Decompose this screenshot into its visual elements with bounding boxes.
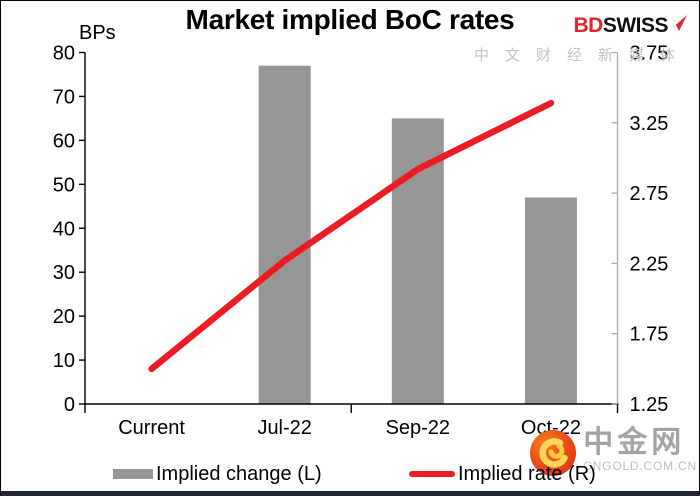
- left-axis-tick-label: 10: [53, 350, 75, 372]
- legend-label-implied-change: Implied change (L): [156, 462, 322, 485]
- x-axis-label-current: Current: [118, 417, 185, 439]
- legend-item-implied-change: Implied change (L): [113, 463, 322, 485]
- x-axis-label-sep-22: Sep-22: [386, 417, 451, 439]
- right-axis-tick-label: 1.75: [630, 324, 669, 346]
- left-axis-tick-label: 80: [53, 43, 75, 65]
- implied-rate-line: [148, 99, 555, 373]
- line-swatch-icon: [409, 471, 455, 477]
- bdswiss-logo-bd: BD: [573, 14, 603, 37]
- right-axis-tick-label: 3.25: [630, 113, 669, 135]
- left-axis-tick-label: 20: [53, 306, 75, 328]
- chart-legend: Implied change (L) Implied rate (R): [0, 461, 700, 489]
- left-axis-units-label: BPs: [79, 22, 116, 44]
- cngold-domain: CNGOLD.COM.CN: [583, 459, 697, 473]
- cngold-watermark: 中金网 CNGOLD.COM.CN: [530, 428, 697, 476]
- bdswiss-logo: BD SWISS: [573, 14, 688, 38]
- left-axis-tick-label: 40: [53, 218, 75, 240]
- bar-jul-22: [258, 65, 311, 405]
- cngold-slogan: 中文财经新媒体: [473, 47, 691, 64]
- left-axis-tick-label: 50: [53, 174, 75, 196]
- legend-item-implied-rate: Implied rate (R): [409, 463, 596, 485]
- left-axis-tick-label: 70: [53, 86, 75, 108]
- cngold-name: 中金网: [583, 426, 686, 459]
- x-axis-label-jul-22: Jul-22: [257, 417, 311, 439]
- left-axis-tick-label: 0: [64, 394, 75, 416]
- left-axis-tick-label: 30: [53, 262, 75, 284]
- left-axis-tick-label: 60: [53, 130, 75, 152]
- right-axis-tick-label: 3.75: [630, 43, 669, 65]
- footer-bar: [0, 491, 700, 495]
- bdswiss-logo-swiss: SWISS: [602, 14, 669, 37]
- legend-label-implied-rate: Implied rate (R): [458, 462, 596, 485]
- bar-oct-22: [524, 197, 577, 404]
- cngold-logo-icon: [530, 430, 577, 476]
- right-axis-tick-label: 2.25: [630, 253, 669, 275]
- bdswiss-arrow-icon: [668, 14, 688, 38]
- x-axis-label-oct-22: Oct-22: [521, 417, 581, 439]
- right-axis-tick-label: 2.75: [630, 183, 669, 205]
- right-axis-tick-label: 1.25: [630, 394, 669, 416]
- chart-title: Market implied BoC rates: [185, 4, 515, 35]
- bar-swatch-icon: [113, 469, 153, 479]
